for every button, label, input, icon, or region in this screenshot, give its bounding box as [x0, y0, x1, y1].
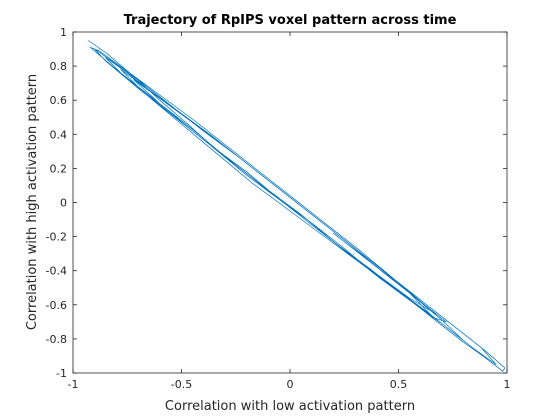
- x-tick-label: 0: [287, 378, 294, 391]
- x-tick-label: 0.5: [390, 378, 408, 391]
- x-tick-label: -0.5: [171, 378, 192, 391]
- y-tick-label: -1: [56, 367, 67, 380]
- y-tick-label: -0.4: [46, 265, 67, 278]
- x-tick-label: -1: [68, 378, 79, 391]
- y-tick-label: 1: [60, 26, 67, 39]
- y-tick-label: 0.2: [50, 162, 68, 175]
- y-tick-label: 0.8: [50, 60, 68, 73]
- y-tick-label: -0.8: [46, 333, 67, 346]
- y-tick-label: 0.4: [50, 128, 68, 141]
- trajectory-line: [88, 40, 506, 372]
- plot-area: [72, 31, 508, 374]
- y-tick-label: -0.6: [46, 299, 67, 312]
- y-tick-label: -0.2: [46, 231, 67, 244]
- x-tick-label: 1: [504, 378, 511, 391]
- y-tick-label: 0.6: [50, 94, 68, 107]
- y-tick-label: 0: [60, 197, 67, 210]
- tick-layer: -1 -0.5 0 0.5 1 -1 -0.8 -0.6 -0.4 -0.2 0 0.2 0.4 0.6 0…: [46, 26, 511, 391]
- x-axis-label: Correlation with low activation pattern: [165, 399, 415, 414]
- series-layer: [88, 40, 506, 372]
- chart-title: Trajectory of RpIPS voxel pattern across…: [124, 13, 457, 28]
- y-axis-label: Correlation with high activation pattern: [25, 74, 40, 330]
